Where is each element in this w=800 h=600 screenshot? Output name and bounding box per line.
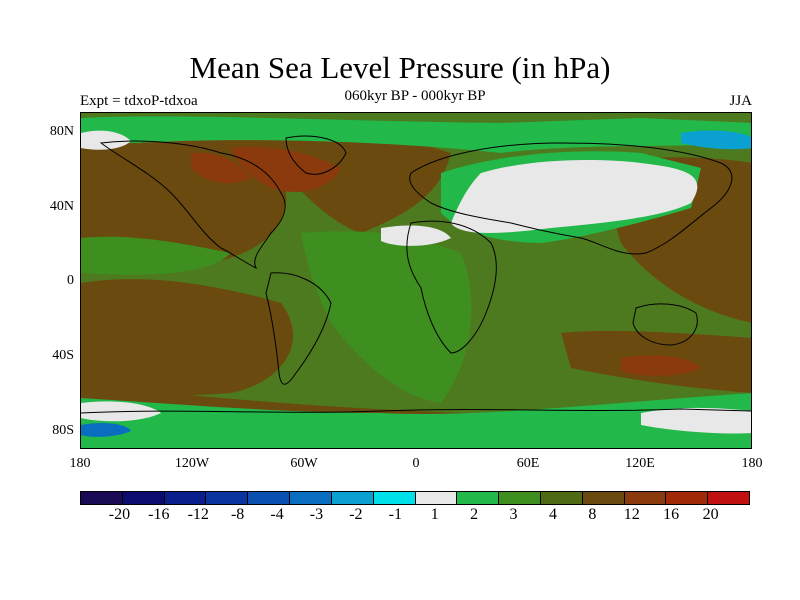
colorbar-label: 4: [548, 506, 557, 523]
cyan-region-arctic: [681, 130, 751, 150]
colorbar-label: 12: [623, 506, 640, 523]
lat-label-0: 0: [67, 273, 74, 288]
white-region-antarctic-east: [641, 407, 751, 434]
bright-green-antarctic: [81, 393, 751, 448]
colorbar-label: -8: [230, 506, 245, 523]
white-region-eurasia: [451, 160, 698, 233]
colorbar-box: [81, 492, 123, 504]
pressure-map-svg: [81, 113, 751, 448]
colorbar-label: -1: [388, 506, 402, 523]
green-band-pacific: [81, 236, 231, 275]
lat-label-40n: 40N: [49, 199, 74, 214]
lon-label-60w: 60W: [290, 456, 318, 471]
eurasia-coast: [409, 142, 733, 255]
colorbar-label: 3: [509, 506, 518, 523]
pressure-map: [80, 112, 752, 449]
dark-brown-region-north-america: [191, 152, 251, 184]
dark-brown-region-greenland: [231, 146, 341, 192]
south-america-coast: [265, 272, 332, 385]
colorbar-label: 20: [702, 506, 719, 523]
colorbar-box: [499, 492, 541, 504]
north-america-coast: [99, 140, 286, 270]
lat-label-40s: 40S: [52, 348, 74, 363]
colorbar-label: -16: [148, 506, 170, 523]
coastlines: [81, 135, 751, 414]
season-label: JJA: [729, 93, 752, 109]
plot-subtitle: 060kyr BP - 000kyr BP: [344, 88, 486, 104]
colorbar-box: [582, 492, 625, 504]
colorbar-box: [331, 492, 374, 504]
colorbar-box: [415, 492, 458, 504]
green-band-atlantic: [301, 231, 472, 403]
lon-label-180e: 180: [741, 456, 763, 471]
white-region-arctic-west: [81, 130, 131, 150]
colorbar-label: 16: [663, 506, 680, 523]
lon-label-60e: 60E: [516, 456, 540, 471]
lat-label-80n: 80N: [49, 124, 74, 139]
colorbar-box: [708, 492, 749, 504]
colorbar-label: 8: [588, 506, 597, 523]
colorbar-label: -20: [108, 506, 131, 523]
colorbar-label: -3: [309, 506, 324, 523]
colorbar-box: [624, 492, 667, 504]
lat-label-80s: 80S: [52, 423, 74, 438]
australia-coast: [632, 303, 698, 346]
colorbar: [80, 491, 750, 505]
plot-title: Mean Sea Level Pressure (in hPa): [189, 50, 611, 85]
colorbar-box: [540, 492, 583, 504]
cyan-region-antarctic: [81, 423, 131, 437]
dark-brown-region-south-indian: [621, 355, 701, 376]
bright-green-arctic: [81, 116, 751, 153]
colorbar-box: [206, 492, 249, 504]
colorbar-label: -2: [349, 506, 363, 523]
colorbar-label: 2: [470, 506, 479, 523]
colorbar-box: [164, 492, 207, 504]
brown-region-south-pacific: [81, 279, 293, 396]
colorbar-box: [290, 492, 332, 504]
lon-label-0: 0: [412, 456, 420, 471]
africa-coast: [406, 220, 497, 354]
colorbar-box: [248, 492, 291, 504]
colorbar-label: -12: [187, 506, 209, 523]
colorbar-box: [373, 492, 416, 504]
colorbar-box: [122, 492, 165, 504]
greenland-coast: [285, 135, 347, 175]
white-region-atlantic-sub: [381, 225, 451, 246]
lon-label-120e: 120E: [625, 456, 655, 471]
colorbar-label: 1: [430, 506, 439, 523]
colorbar-box: [666, 492, 709, 504]
colorbar-box: [457, 492, 500, 504]
experiment-label: Expt = tdxoP-tdxoa: [80, 93, 198, 109]
lon-label-120w: 120W: [174, 456, 210, 471]
lon-label-180w: 180: [69, 456, 91, 471]
antarctica-coast: [81, 408, 751, 414]
colorbar-label: -4: [270, 506, 284, 523]
